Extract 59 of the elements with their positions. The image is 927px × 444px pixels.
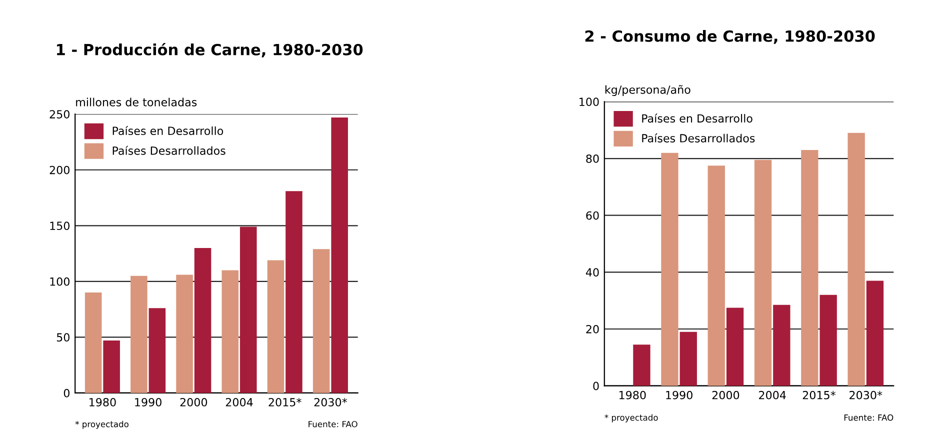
bar — [661, 152, 678, 386]
x-tick-label: 2000 — [180, 398, 208, 406]
legend-label: Países en Desarrollo — [112, 126, 224, 136]
x-tick-label: 2000 — [712, 390, 740, 400]
text: * proyectado — [604, 414, 658, 422]
bar — [84, 292, 102, 393]
y-tick-label: 100 — [50, 277, 70, 286]
x-tick-label: 2004 — [759, 390, 786, 400]
bar — [726, 308, 744, 386]
y-axis-title: kg/persona/año — [605, 85, 690, 96]
y-tick-label: 40 — [586, 268, 599, 277]
y-tick-label: 20 — [586, 324, 599, 334]
y-tick-label: 80 — [586, 154, 599, 163]
bar — [286, 191, 302, 393]
y-tick-label: 0 — [64, 388, 70, 398]
bar — [820, 294, 837, 386]
bar — [633, 344, 650, 386]
y-axis-title: millones de toneladas — [76, 98, 197, 106]
x-tick-label: 2015* — [268, 398, 302, 406]
bar — [267, 260, 284, 393]
bar — [680, 332, 697, 386]
bar — [176, 274, 193, 393]
x-tick-label: 1980 — [90, 398, 116, 406]
bar — [130, 276, 148, 393]
bar — [773, 304, 790, 386]
bar — [708, 166, 725, 386]
y-tick-label: 150 — [50, 222, 70, 230]
x-tick-label: 1980 — [619, 390, 646, 400]
y-tick-label: 250 — [50, 110, 70, 118]
x-tick-label: 2015* — [802, 390, 836, 400]
source-note: Fuente: FAO — [844, 414, 894, 421]
y-tick-label: 60 — [586, 211, 599, 220]
legend-label: Países Desarrollados — [642, 133, 755, 142]
chart-title: 2 - Consumo de Carne, 1980-2030 — [585, 30, 875, 44]
bar — [848, 132, 865, 386]
y-tick-label: 0 — [593, 382, 599, 390]
legend-label: Países en Desarrollo — [642, 114, 752, 123]
text: * proyectado — [75, 420, 128, 429]
chart-title: 1 - Producción de Carne, 1980-2030 — [57, 42, 363, 58]
bar — [148, 308, 166, 393]
source-note: Fuente: FAO — [308, 420, 358, 428]
bar — [866, 280, 884, 386]
x-tick-label: 2004 — [226, 398, 253, 406]
bar — [801, 150, 818, 386]
bar — [240, 226, 257, 393]
x-tick-label: 2030* — [850, 390, 882, 400]
x-tick-label: 1990 — [135, 398, 162, 406]
bar — [222, 270, 239, 393]
bar — [754, 160, 772, 386]
y-tick-label: 200 — [50, 166, 70, 174]
bar — [194, 248, 212, 393]
x-tick-label: 1990 — [666, 390, 692, 400]
bar — [312, 249, 330, 393]
bar — [103, 340, 120, 393]
y-tick-label: 100 — [580, 98, 599, 106]
y-tick-label: 50 — [56, 333, 70, 342]
legend-label: Países Desarrollados — [112, 146, 226, 155]
bar — [331, 117, 348, 393]
x-tick-label: 2030* — [314, 398, 348, 406]
